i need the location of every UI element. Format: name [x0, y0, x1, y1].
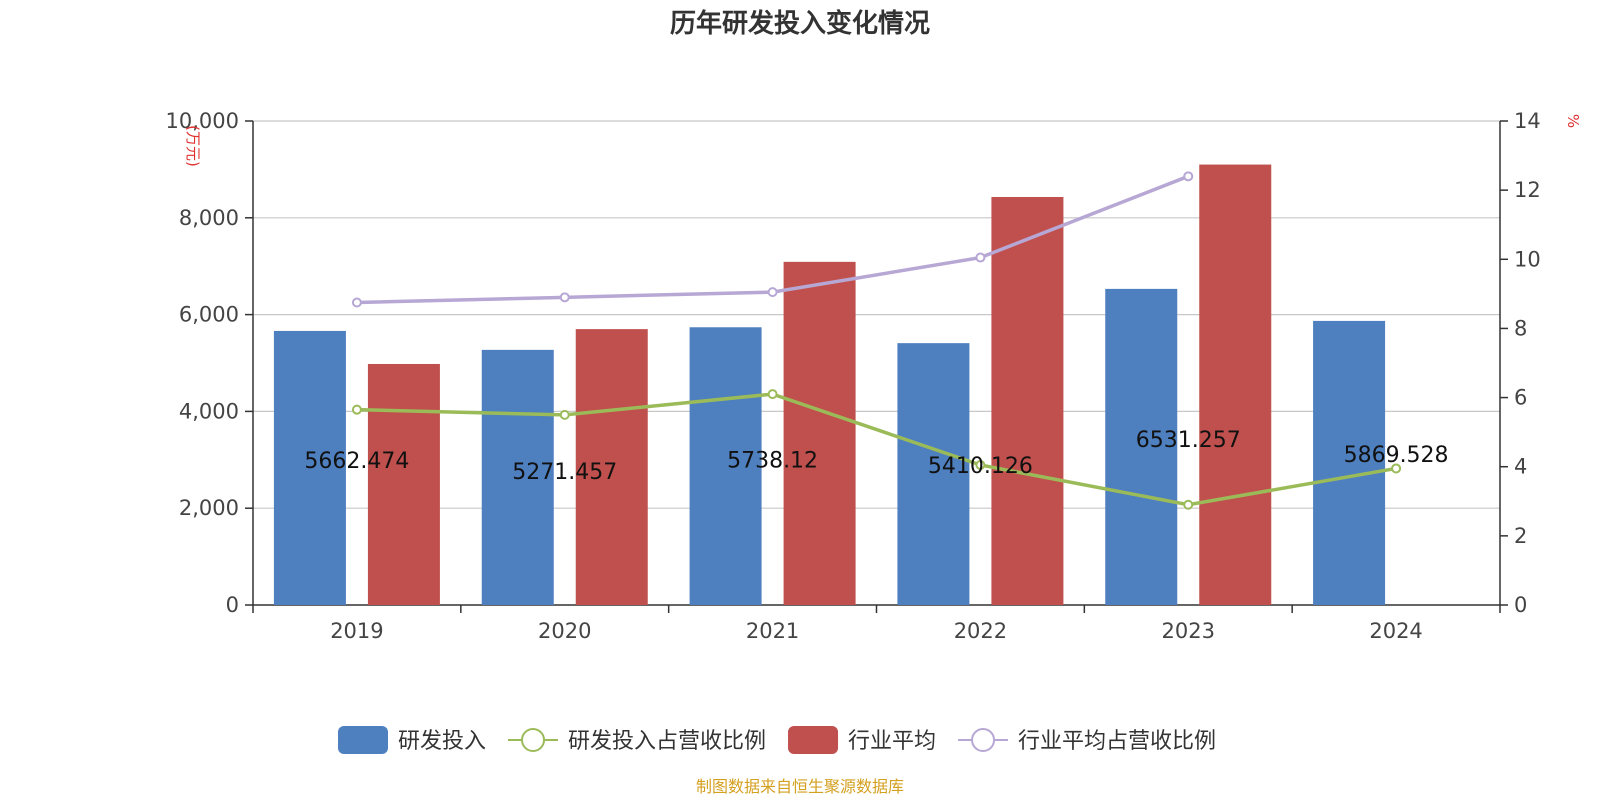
bars: [273, 164, 1386, 605]
line-point: [767, 389, 778, 400]
line-point: [1183, 499, 1194, 510]
axes: 0 2,000 4,000 6,000 8,000 10,000 0 2 4 6 8 10 12 14 20…: [166, 109, 1582, 643]
line-point: [975, 459, 986, 470]
legend-swatch-marker: [521, 728, 546, 752]
bar-industry-average: [991, 196, 1064, 605]
data-label: 5662.474: [304, 449, 409, 474]
y-left-tick-label: 10,000: [166, 109, 239, 133]
bar-industry-average: [367, 363, 440, 605]
x-tick-label: 2022: [954, 619, 1007, 643]
y-left-tick-label: 6,000: [179, 303, 239, 327]
legend-label: 研发投入: [398, 729, 486, 754]
y-right-tick-label: 14: [1514, 109, 1541, 133]
lines: [351, 171, 1402, 510]
data-labels: 5662.474 5271.457 5738.12 5410.126 6531.257 5…: [304, 428, 1448, 485]
grid-lines: [253, 120, 1500, 509]
chart-title: 历年研发投入变化情况: [670, 8, 930, 39]
data-label: 5271.457: [512, 460, 617, 485]
line-point: [559, 409, 570, 420]
y-right-tick-label: 4: [1514, 455, 1527, 479]
x-tick-label: 2021: [746, 619, 799, 643]
y-right-tick-label: 8: [1514, 316, 1527, 340]
x-tick-label: 2023: [1162, 619, 1215, 643]
y-right-tick-label: 6: [1514, 386, 1527, 410]
bar-rd-investment: [481, 349, 554, 605]
data-label: 5869.528: [1344, 443, 1449, 468]
data-label: 5738.12: [727, 448, 818, 473]
y-right-tick-label: 0: [1514, 593, 1527, 617]
legend-label: 研发投入占营收比例: [568, 729, 766, 754]
y-left-tick-label: 4,000: [179, 399, 239, 423]
legend-swatch-marker: [971, 728, 996, 752]
line-point: [975, 252, 986, 263]
y-left-tick-label: 8,000: [179, 206, 239, 230]
y-right-tick-label: 2: [1514, 524, 1527, 548]
bar-rd-investment: [689, 327, 762, 605]
line-point: [1391, 463, 1402, 474]
legend-label: 行业平均占营收比例: [1018, 729, 1216, 754]
legend: 研发投入 研发投入占营收比例 行业平均 行业平均占营收比例: [338, 726, 1216, 754]
bar-rd-investment: [1313, 320, 1386, 605]
legend-label: 行业平均: [848, 729, 936, 754]
bar-rd-investment: [1105, 288, 1178, 605]
y-right-tick-label: 10: [1514, 247, 1541, 271]
source-note: 制图数据来自恒生聚源数据库: [696, 777, 904, 796]
bar-rd-investment: [897, 343, 970, 605]
line-point: [767, 287, 778, 298]
bar-industry-average: [783, 261, 856, 605]
line-point: [1183, 171, 1194, 182]
series-line: [356, 174, 1189, 305]
line-point: [559, 292, 570, 303]
y-left-tick-label: 0: [226, 593, 239, 617]
y-left-tick-label: 2,000: [179, 496, 239, 520]
y-right-unit: %: [1564, 114, 1582, 128]
y-right-tick-label: 12: [1514, 178, 1541, 202]
x-tick-label: 2019: [330, 619, 383, 643]
x-tick-label: 2020: [538, 619, 591, 643]
legend-swatch: [338, 726, 388, 754]
series-line: [356, 392, 1397, 507]
bar-industry-average: [575, 329, 648, 605]
bar-industry-average: [1199, 164, 1272, 605]
legend-swatch: [788, 726, 839, 754]
line-point: [351, 297, 362, 308]
bar-rd-investment: [273, 330, 346, 605]
line-point: [351, 404, 362, 415]
data-label: 5410.126: [928, 454, 1033, 479]
x-tick-label: 2024: [1369, 619, 1422, 643]
y-left-unit: (万元): [184, 125, 202, 167]
data-label: 6531.257: [1136, 428, 1241, 453]
